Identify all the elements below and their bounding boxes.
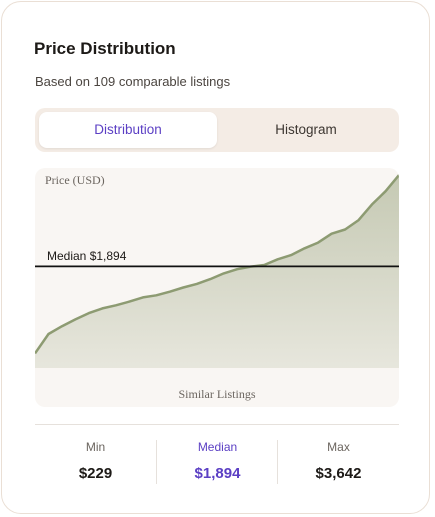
- stat-median: Median $1,894: [157, 440, 278, 482]
- median-line-label: Median $1,894: [47, 249, 127, 264]
- distribution-chart: Price (USD) Median $1,894 Similar Listin…: [35, 168, 399, 407]
- stat-median-value: $1,894: [194, 465, 241, 482]
- y-axis-label: Price (USD): [45, 173, 105, 187]
- chart-svg: [35, 174, 399, 368]
- stat-max-label: Max: [327, 440, 350, 454]
- card-title: Price Distribution: [34, 39, 176, 58]
- stat-max-value: $3,642: [315, 465, 362, 482]
- stat-separator: [156, 440, 157, 484]
- stat-min-label: Min: [85, 440, 106, 454]
- stat-max: Max $3,642: [278, 440, 399, 482]
- tab-distribution[interactable]: Distribution: [39, 112, 217, 148]
- x-axis-label: Similar Listings: [178, 387, 256, 401]
- view-tabs: Distribution Histogram: [35, 108, 399, 152]
- card-subtitle: Based on 109 comparable listings: [35, 74, 231, 89]
- stat-separator: [277, 440, 278, 484]
- stats-divider: [35, 424, 399, 425]
- stat-min-value: $229: [78, 465, 113, 482]
- stat-median-label: Median: [197, 440, 238, 454]
- distribution-area: [35, 175, 399, 368]
- tab-histogram[interactable]: Histogram: [275, 122, 337, 137]
- distribution-line: [35, 174, 399, 355]
- stat-min: Min $229: [35, 440, 156, 482]
